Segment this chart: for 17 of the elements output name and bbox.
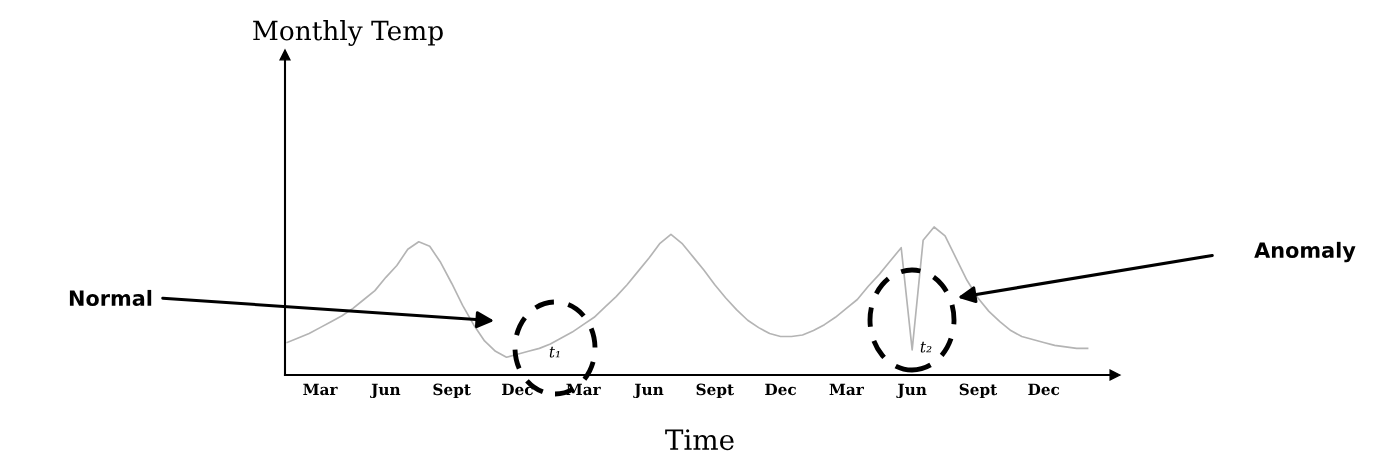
- x-tick-label: Dec: [502, 383, 533, 396]
- x-tick-label: Sept: [959, 383, 998, 399]
- annotation: t₁: [549, 346, 560, 358]
- x-axis-title: Time: [665, 429, 734, 451]
- x-tick-label: Jun: [896, 383, 927, 399]
- x-tick-label: Sept: [696, 383, 734, 399]
- annotation: t₂: [920, 341, 932, 353]
- text: Normal: [69, 289, 152, 307]
- x-tick-label: Jun: [370, 383, 401, 399]
- text: Monthly Temp: [253, 20, 443, 46]
- x-tick-label: Jun: [633, 383, 664, 399]
- x-tick-label: Mar: [303, 383, 338, 396]
- x-tick-label: Dec: [1028, 383, 1060, 396]
- text: Anomaly: [1254, 241, 1356, 263]
- x-tick-label: Sept: [433, 383, 471, 399]
- x-tick-label: Dec: [765, 383, 797, 396]
- x-tick-label: Mar: [829, 383, 864, 396]
